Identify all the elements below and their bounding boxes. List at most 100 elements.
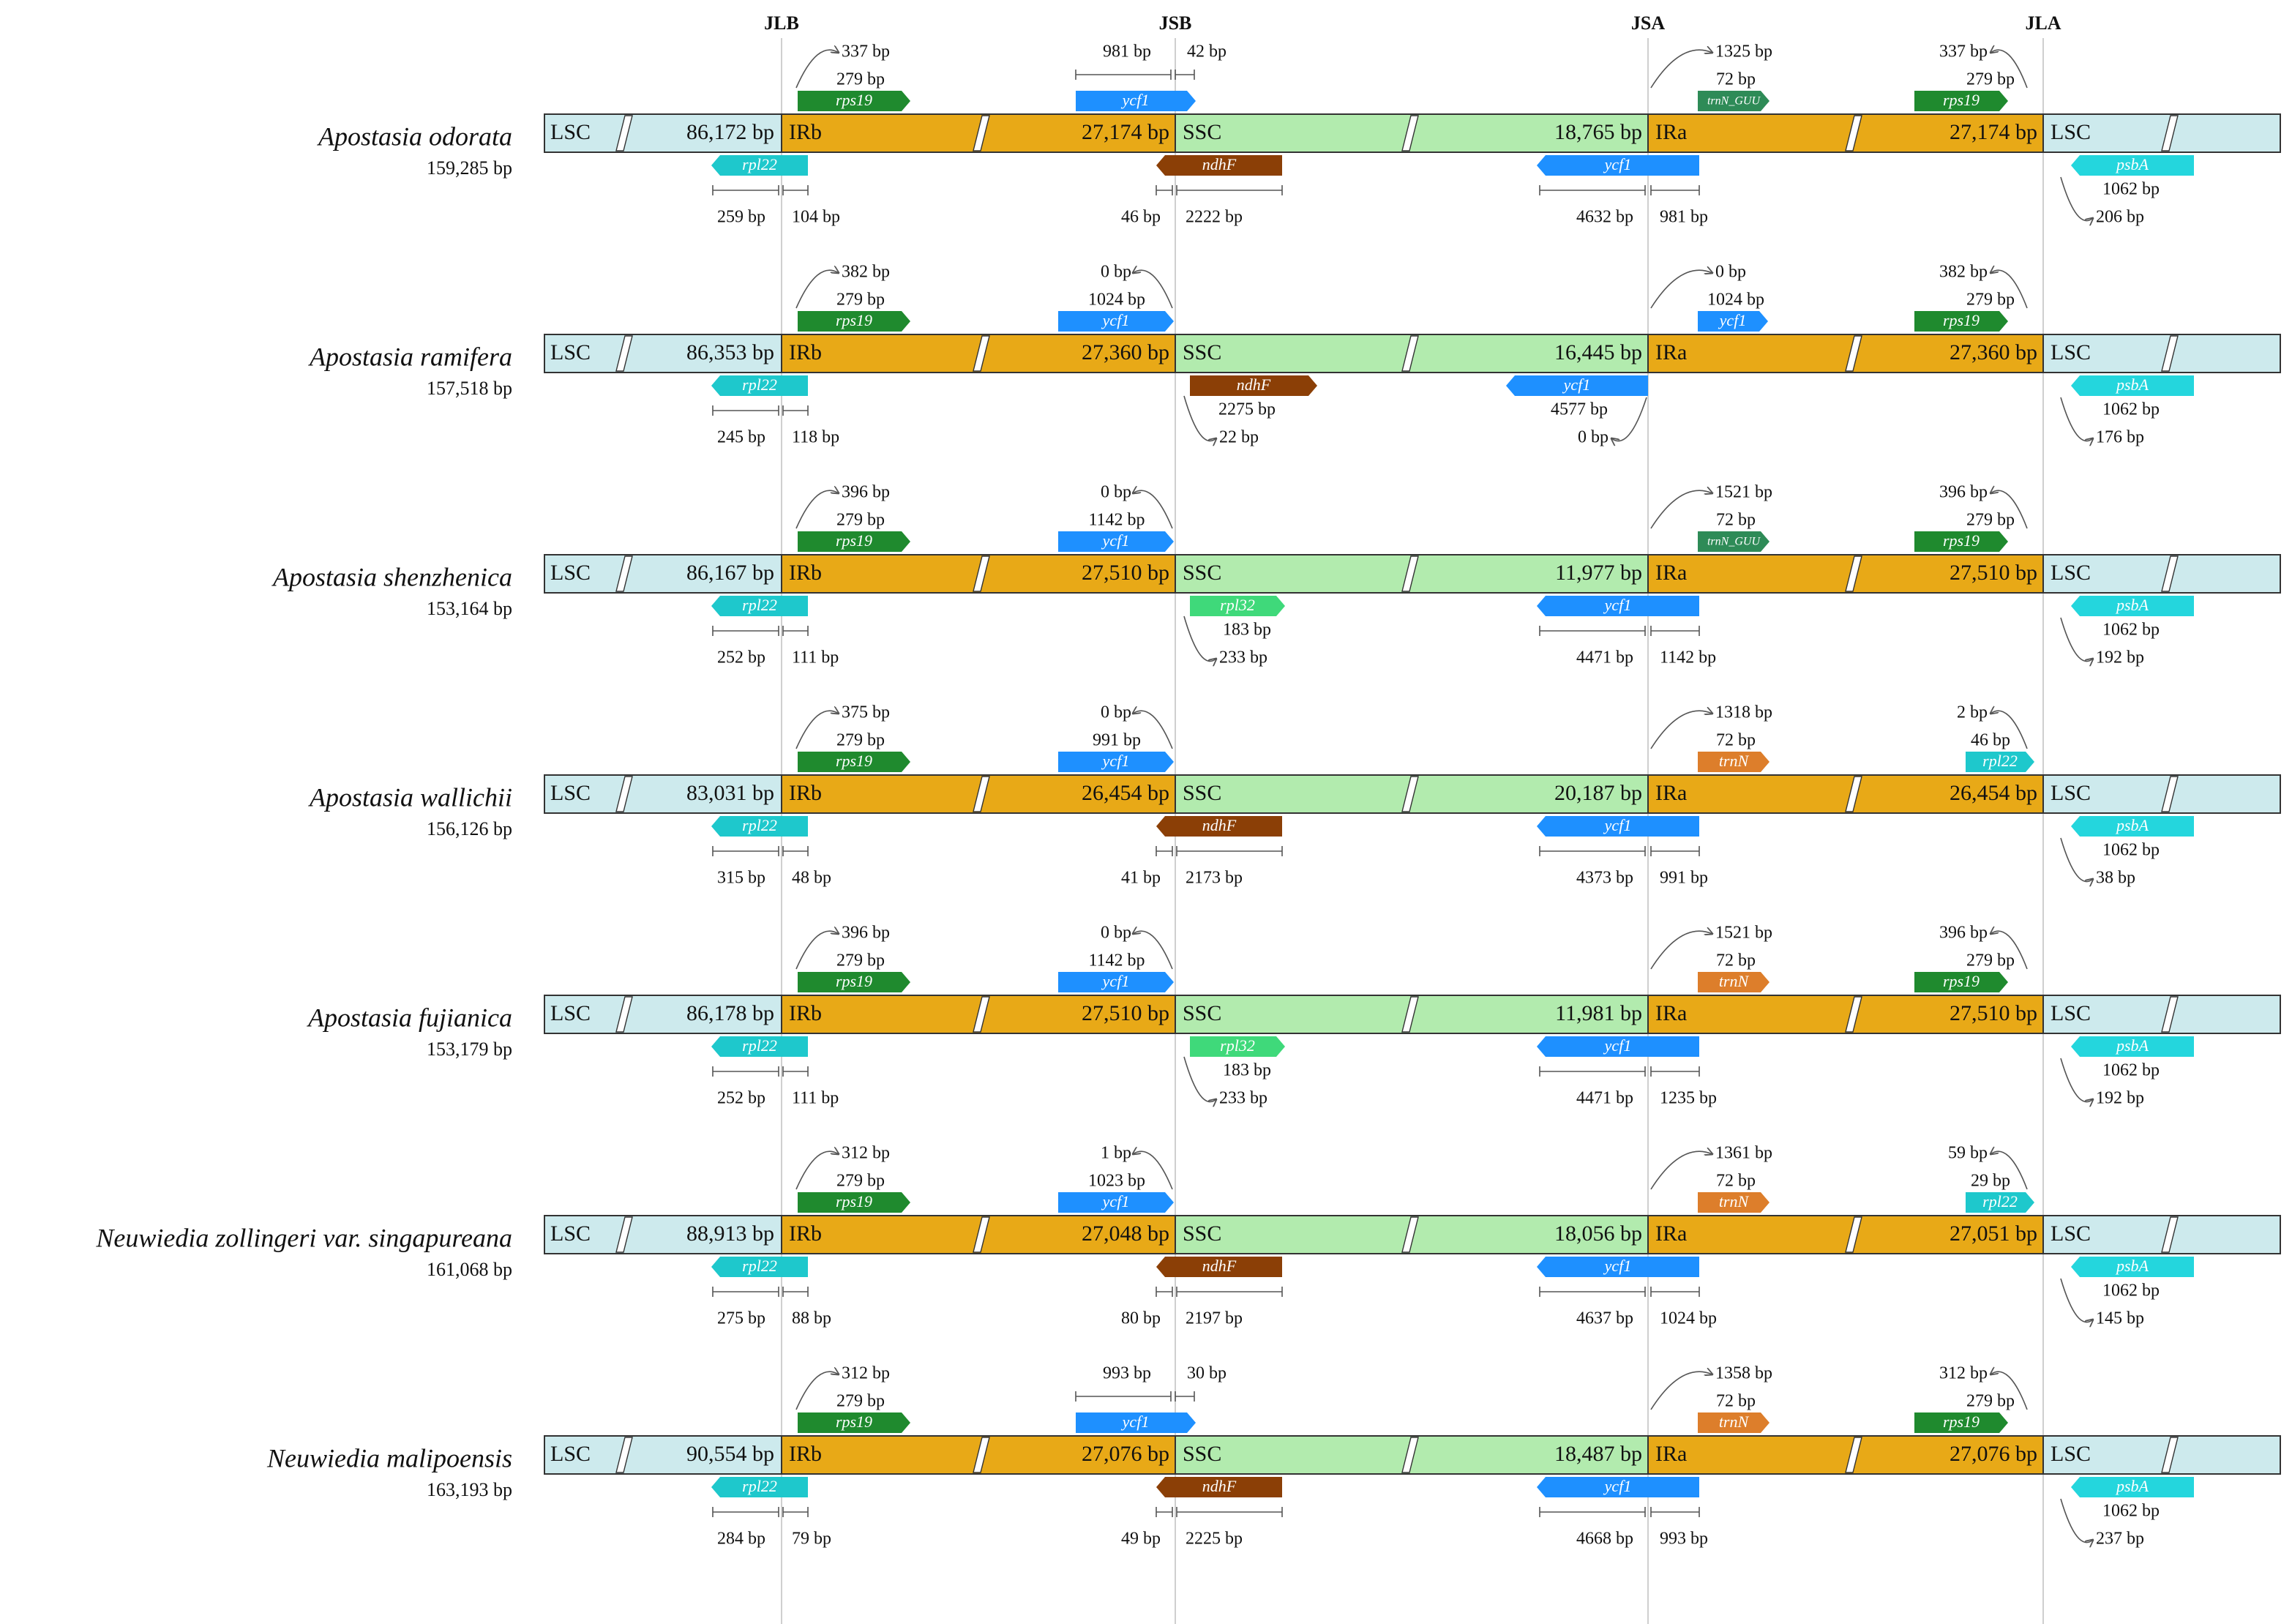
gene-arrow-shape: [711, 1257, 808, 1277]
ira-length: 27,510 bp: [1950, 561, 2037, 585]
gene-rps19: rps19: [1914, 531, 2008, 552]
gene-arrow-shape: [2071, 155, 2194, 176]
gene-arrow-shape: [1698, 531, 1769, 552]
gene-arrow-shape: [2071, 1477, 2194, 1497]
gene-rpl22: rpl22: [711, 1477, 808, 1497]
gene-label: rps19: [836, 1412, 872, 1431]
ssc-length: 11,977 bp: [1555, 561, 1642, 585]
gene-size: 991 bp: [1093, 731, 1141, 750]
arc-distance: 382 bp: [1939, 263, 1988, 282]
pointer-arc: [795, 270, 839, 309]
region-label-lsc-end: LSC: [2051, 1001, 2091, 1025]
region-label-irb: IRb: [789, 1221, 822, 1246]
arc-distance: 382 bp: [842, 263, 890, 282]
left-distance: 4668 bp: [1576, 1530, 1633, 1549]
break-mark: [973, 1437, 990, 1473]
arc-distance: 206 bp: [2096, 208, 2144, 227]
arc-distance: 59 bp: [1948, 1144, 1988, 1163]
gene-arrow-shape: [798, 1192, 910, 1213]
gene-ndhf: ndhF: [1156, 1257, 1282, 1277]
junction-headers: JLB JSB JSA JLA: [764, 12, 2061, 34]
gene-label: trnN_GUU: [1707, 95, 1761, 108]
gene-label: rpl22: [742, 375, 777, 394]
gene-size: 1024 bp: [1707, 291, 1764, 310]
lsc-length: 83,031 bp: [686, 781, 774, 805]
region-label-ssc: SSC: [1183, 1221, 1221, 1246]
gene-rps19: rps19: [1914, 1412, 2008, 1433]
gene-trnn: trnN: [1698, 972, 1769, 992]
break-mark: [1401, 555, 1419, 592]
species-row: Neuwiedia zollingeri var. singapureana 16…: [95, 1144, 2281, 1328]
region-label-ira: IRa: [1655, 120, 1687, 144]
gene-size: 279 bp: [836, 1392, 885, 1411]
gene-arrow-shape: [1698, 1412, 1769, 1433]
gene-arrow-shape: [1058, 311, 1174, 332]
gene-label: ycf1: [1603, 155, 1632, 173]
gene-ycf1: ycf1: [1076, 91, 1196, 111]
gene-arrow-shape: [1537, 596, 1699, 616]
gene-label: ndhF: [1237, 375, 1271, 394]
ira-length: 27,360 bp: [1950, 340, 2037, 364]
junction-label-jsa: JSA: [1631, 12, 1665, 34]
arc-distance: 0 bp: [1101, 703, 1131, 722]
gene-trnn: trnN: [1698, 1412, 1769, 1433]
gene-arrow-shape: [2071, 1036, 2194, 1057]
gene-arrow-shape: [1698, 752, 1769, 772]
region-label-lsc: LSC: [550, 340, 591, 364]
pointer-arc: [1650, 50, 1712, 89]
gene-size: 1142 bp: [1088, 951, 1145, 970]
pointer-arc: [2060, 1058, 2093, 1102]
arc-distance: 2 bp: [1957, 703, 1988, 722]
right-distance: 2173 bp: [1186, 869, 1243, 888]
pointer-arc: [1650, 270, 1712, 309]
arc-distance: 0 bp: [1101, 263, 1131, 282]
gene-label: psbA: [2115, 1477, 2149, 1495]
gene-arrow-shape: [1156, 1257, 1282, 1277]
right-distance: 981 bp: [1660, 208, 1708, 227]
gene-trnn: trnN: [1698, 752, 1769, 772]
gene-arrow-shape: [1914, 91, 2008, 111]
gene-size: 279 bp: [1966, 70, 2015, 89]
gene-ndhf: ndhF: [1156, 816, 1282, 837]
left-distance: 252 bp: [717, 648, 765, 667]
gene-arrow-shape: [1537, 1036, 1699, 1057]
gene-label: psbA: [2115, 155, 2149, 173]
gene-size: 72 bp: [1716, 951, 1756, 970]
gene-label: rpl22: [742, 1257, 777, 1275]
arc-distance: 233 bp: [1219, 648, 1267, 667]
pointer-arc: [1133, 490, 1173, 529]
gene-label: trnN_GUU: [1707, 536, 1761, 548]
gene-label: rpl22: [742, 596, 777, 614]
gene-rps19: rps19: [1914, 311, 2008, 332]
gene-label: rps19: [836, 531, 872, 550]
gene-rps19: rps19: [798, 531, 910, 552]
right-distance: 118 bp: [792, 428, 839, 447]
gene-size: 279 bp: [836, 951, 885, 970]
gene-rps19: rps19: [798, 91, 910, 111]
gene-label: rps19: [836, 1192, 872, 1210]
gene-ycf1: ycf1: [1058, 311, 1174, 332]
left-distance: 252 bp: [717, 1089, 765, 1108]
pointer-arc: [1650, 931, 1712, 970]
genome-size: 157,518 bp: [427, 378, 512, 399]
pointer-arc: [2060, 617, 2093, 662]
break-mark: [1845, 996, 1862, 1033]
region-lsc: [544, 554, 782, 594]
gene-label: psbA: [2115, 596, 2149, 614]
gene-size: 183 bp: [1223, 621, 1271, 640]
gene-arrow-shape: [1058, 752, 1174, 772]
gene-size: 72 bp: [1716, 731, 1756, 750]
break-mark: [1845, 115, 1862, 151]
gene-label: rpl22: [742, 1477, 777, 1495]
pointer-arc: [795, 490, 839, 529]
gene-size: 2275 bp: [1218, 400, 1276, 419]
gene-label: ndhF: [1202, 1257, 1237, 1275]
pointer-arc: [1990, 50, 2028, 89]
pointer-arc: [1650, 490, 1712, 529]
region-ira: [1647, 113, 2044, 153]
arc-distance: 0 bp: [1715, 263, 1746, 282]
break-mark: [973, 335, 990, 372]
gene-label: ycf1: [1101, 972, 1130, 990]
pointer-arc: [1611, 397, 1647, 441]
arc-distance: 396 bp: [842, 483, 890, 502]
